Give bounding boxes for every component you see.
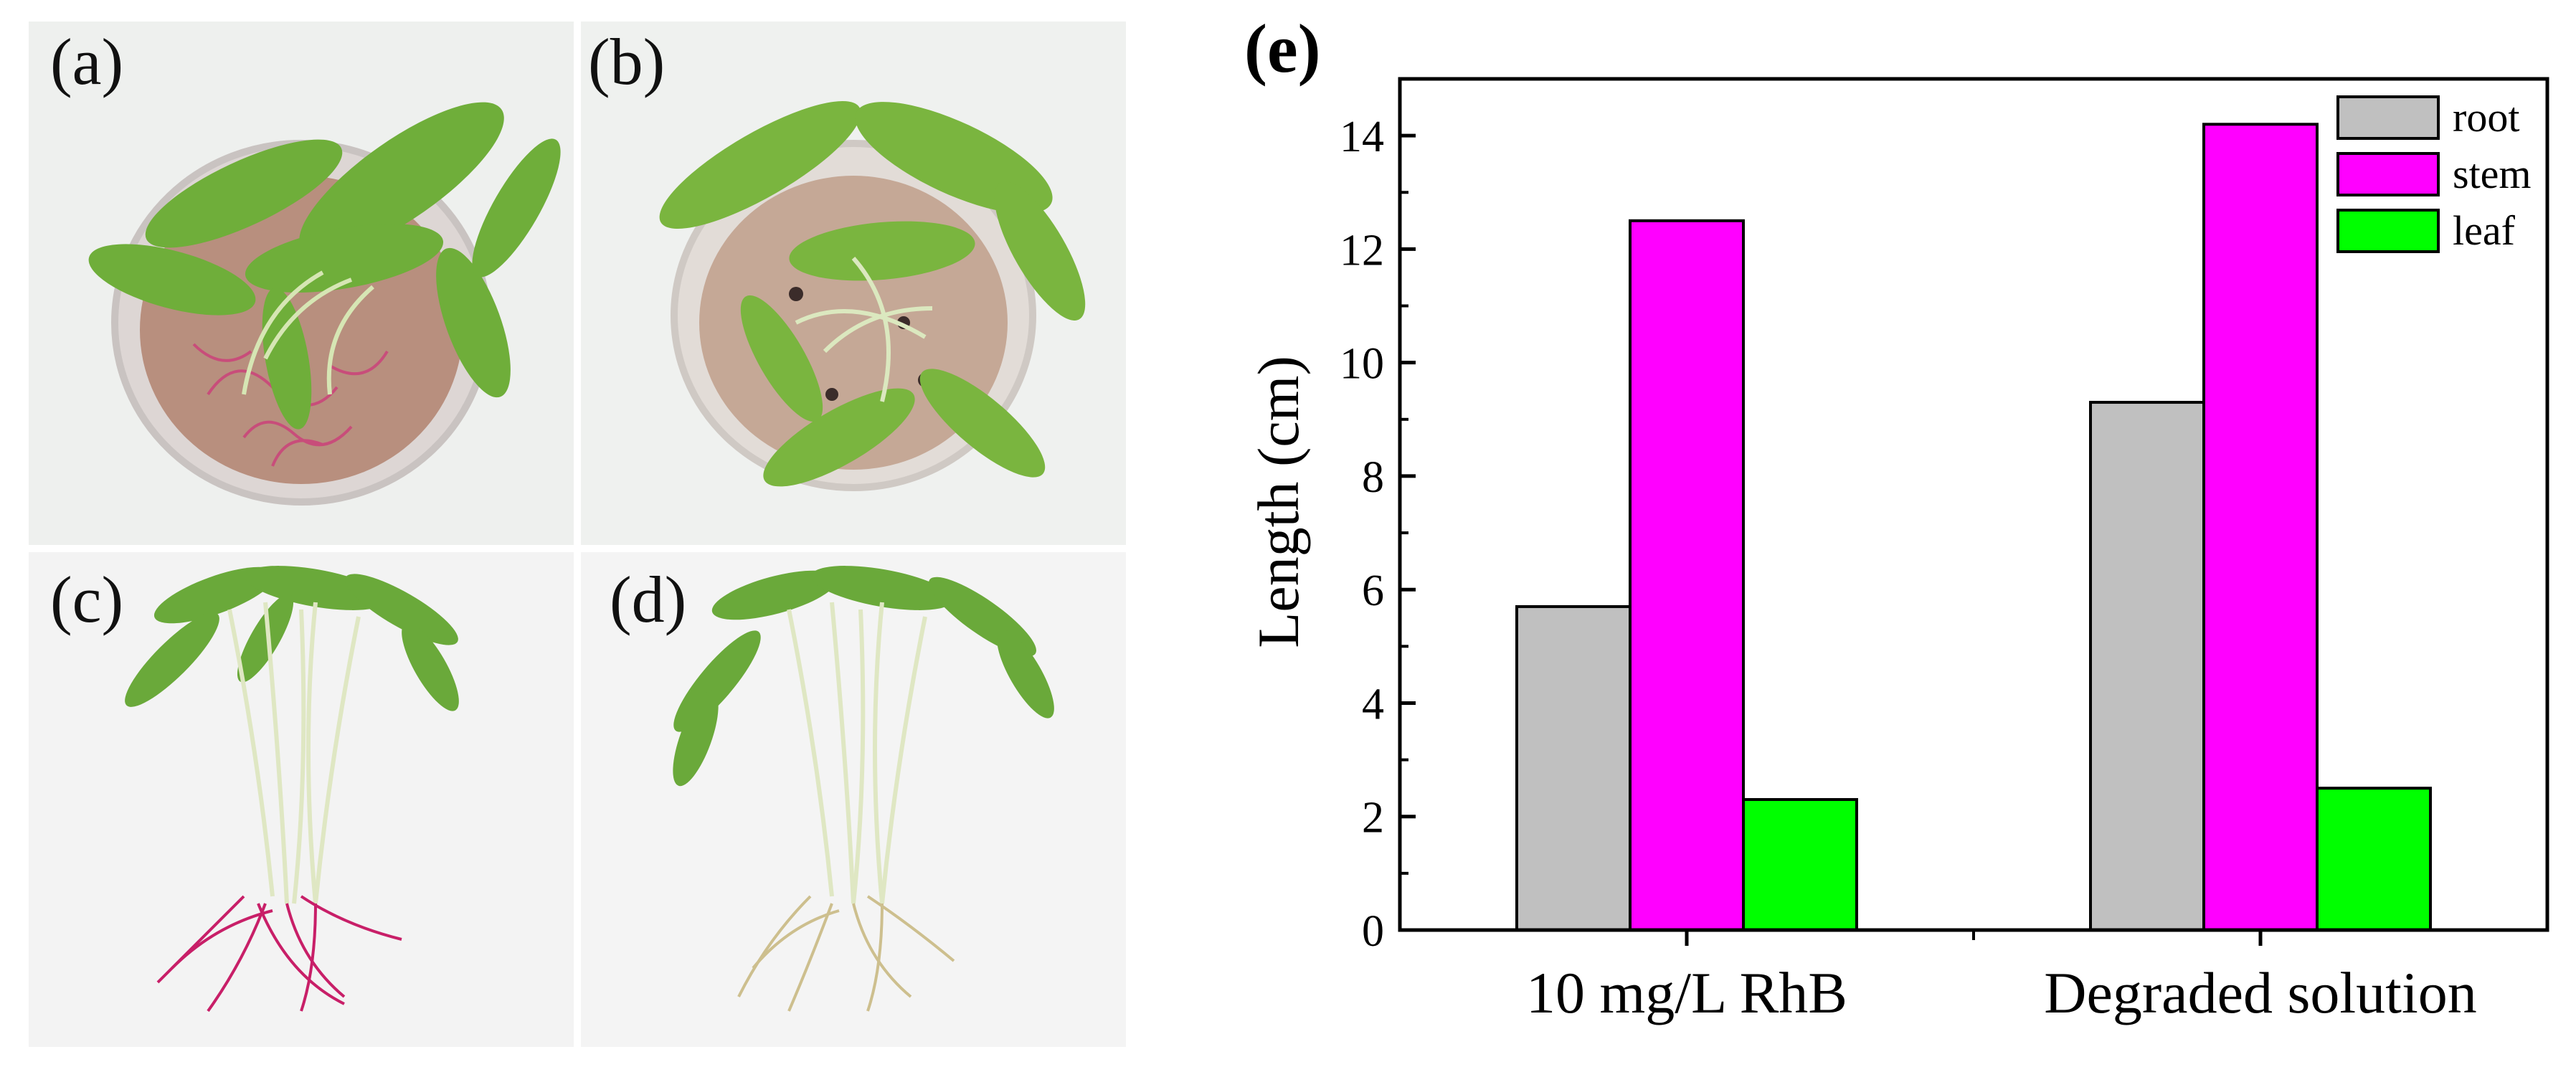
- legend-swatch-root: [2336, 95, 2440, 140]
- photo-panel-a: (a): [29, 22, 574, 545]
- bar-chart: (e) 0 2 4 6 8 10 12 14 10 mg/L RhB Degraded solu…: [1244, 10, 2549, 1025]
- photo-panel-b: (b): [581, 22, 1126, 545]
- y-tick-label: 12: [1340, 226, 1384, 275]
- legend-label-stem: stem: [2453, 151, 2532, 197]
- y-tick-label: 14: [1340, 113, 1384, 161]
- x-axis: 10 mg/L RhB Degraded solution: [1526, 930, 2477, 1025]
- panel-label-c: (c): [50, 563, 124, 636]
- seedlings-rhb-illustration: [29, 552, 574, 1047]
- panel-label-d: (d): [610, 563, 687, 636]
- bar-leaf-1: [2316, 787, 2432, 931]
- photo-panel-c: (c): [29, 552, 574, 1047]
- x-tick-label: Degraded solution: [2044, 960, 2476, 1025]
- bars-layer: [1515, 123, 2432, 932]
- y-axis-label: Length (cm): [1246, 356, 1311, 648]
- plant-top-view-degraded-illustration: [581, 22, 1126, 545]
- bar-stem-1: [2202, 123, 2319, 932]
- y-axis: 0 2 4 6 8 10 12 14: [1340, 113, 1416, 956]
- panel-label-b: (b): [588, 25, 666, 98]
- x-tick-label: 10 mg/L RhB: [1526, 960, 1847, 1025]
- bar-root-0: [1515, 604, 1632, 931]
- chart-panel-label: (e): [1244, 10, 1321, 87]
- panel-label-a: (a): [50, 25, 124, 98]
- plant-top-view-rhb-illustration: [29, 22, 574, 545]
- bar-root-1: [2089, 401, 2205, 931]
- seedlings-degraded-illustration: [581, 552, 1126, 1047]
- photo-panel-d: (d): [581, 552, 1126, 1047]
- bar-leaf-0: [1742, 797, 1858, 931]
- y-tick-label: 6: [1362, 566, 1384, 615]
- y-tick-label: 0: [1362, 907, 1384, 956]
- legend-label-root: root: [2453, 94, 2519, 141]
- y-tick-label: 2: [1362, 794, 1384, 843]
- y-tick-label: 4: [1362, 680, 1384, 729]
- legend-swatch-leaf: [2336, 209, 2440, 253]
- legend-swatch-stem: [2336, 152, 2440, 196]
- legend-label-leaf: leaf: [2453, 207, 2516, 254]
- y-tick-label: 8: [1362, 453, 1384, 502]
- y-tick-label: 10: [1340, 340, 1384, 389]
- bar-stem-0: [1629, 219, 1745, 932]
- legend: root stem leaf: [2336, 94, 2532, 254]
